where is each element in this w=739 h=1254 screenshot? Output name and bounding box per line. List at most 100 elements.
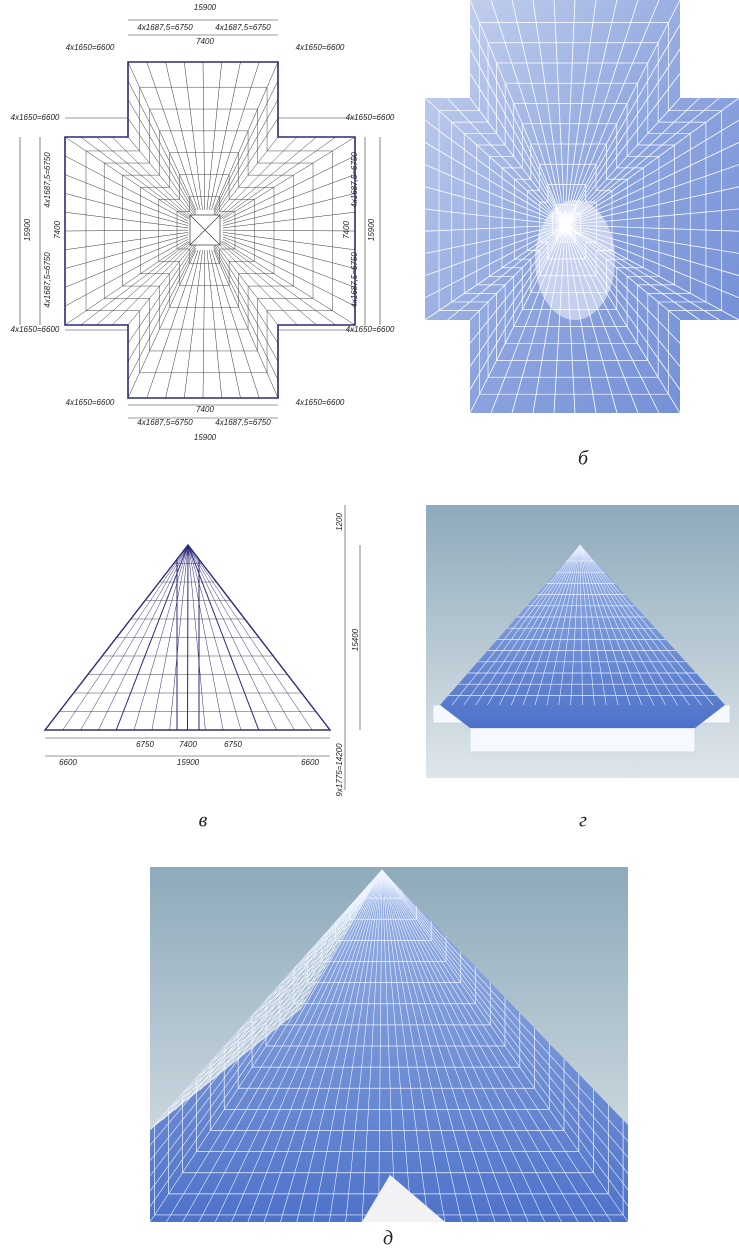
dimension-label: 15900 (367, 218, 376, 241)
line (133, 544, 189, 731)
dimension-label: 4x1687,5=6750 (350, 252, 359, 308)
line (112, 136, 195, 220)
line (80, 241, 191, 326)
line (564, 97, 739, 226)
line (222, 136, 356, 220)
dimension-label: 4x1687,5=6750 (215, 23, 271, 32)
shape (158, 174, 255, 286)
line (64, 234, 189, 269)
shape (176, 196, 236, 264)
dimension-label: 7400 (196, 405, 214, 414)
dimension-label: 7400 (196, 37, 214, 46)
line (564, 0, 597, 226)
line (64, 236, 189, 288)
line (579, 544, 690, 706)
line (487, 544, 581, 706)
course (223, 964, 550, 1110)
line (165, 250, 201, 399)
dimension-label: 4x1687,5=6750 (137, 418, 193, 427)
line (511, 0, 566, 226)
line (222, 229, 356, 232)
course (265, 939, 506, 1047)
line (209, 250, 241, 399)
line (206, 61, 222, 210)
course (321, 906, 447, 962)
line (213, 250, 279, 399)
line (532, 0, 566, 226)
dimension-label: 4x1650=6600 (66, 43, 115, 52)
line (127, 118, 196, 217)
line (451, 544, 581, 706)
line (187, 544, 313, 731)
dimension-label: 4x1687,5=6750 (137, 23, 193, 32)
line (64, 232, 189, 251)
line (64, 229, 189, 232)
dimension-label: 7400 (342, 221, 351, 239)
line (211, 61, 260, 210)
line (564, 0, 576, 226)
line (127, 250, 196, 399)
line (553, 0, 566, 226)
dimension-label: 4x1650=6600 (296, 398, 345, 407)
line (463, 544, 581, 706)
line (187, 544, 189, 731)
line (151, 544, 189, 731)
dimension-label: 6600 (301, 758, 319, 767)
line (222, 193, 356, 226)
line (570, 544, 581, 706)
course (279, 931, 491, 1026)
line (564, 0, 618, 226)
shape (103, 108, 314, 352)
course (237, 956, 535, 1089)
line (146, 61, 199, 210)
dimension-label: 15900 (177, 758, 200, 767)
line (127, 61, 196, 210)
slab (469, 727, 696, 753)
line (187, 544, 224, 731)
line (98, 544, 189, 731)
line (189, 214, 221, 246)
line (222, 241, 356, 326)
line (579, 544, 619, 706)
line (222, 232, 356, 251)
course (363, 880, 403, 899)
line (187, 544, 277, 731)
line (424, 97, 566, 226)
line (546, 544, 581, 706)
line (564, 0, 660, 226)
line (469, 24, 566, 226)
line (80, 544, 189, 731)
line (202, 250, 206, 399)
line (112, 241, 195, 326)
line (218, 241, 317, 326)
line (490, 0, 566, 226)
line (424, 119, 566, 226)
line (579, 544, 583, 706)
course (182, 990, 594, 1174)
dimension-label: 4x1650=6600 (346, 113, 395, 122)
course (349, 889, 417, 920)
course (168, 998, 609, 1195)
line (187, 544, 260, 731)
line (564, 0, 681, 226)
line (115, 544, 189, 731)
dimension-label: 6600 (59, 758, 77, 767)
line (213, 61, 279, 210)
line (499, 544, 581, 706)
line (579, 544, 655, 706)
dimension-label: 15400 (351, 628, 360, 651)
line (127, 245, 196, 362)
line (424, 142, 566, 226)
line (127, 99, 196, 215)
line (469, 48, 566, 226)
line (424, 224, 566, 232)
line (424, 164, 566, 226)
line (127, 80, 196, 213)
line (579, 544, 666, 706)
line (564, 48, 681, 226)
line (469, 97, 566, 226)
line (222, 155, 356, 222)
dimension-label: 15900 (194, 3, 217, 12)
dimension-label: 6750 (224, 740, 242, 749)
dimension-label: 15900 (194, 433, 217, 442)
